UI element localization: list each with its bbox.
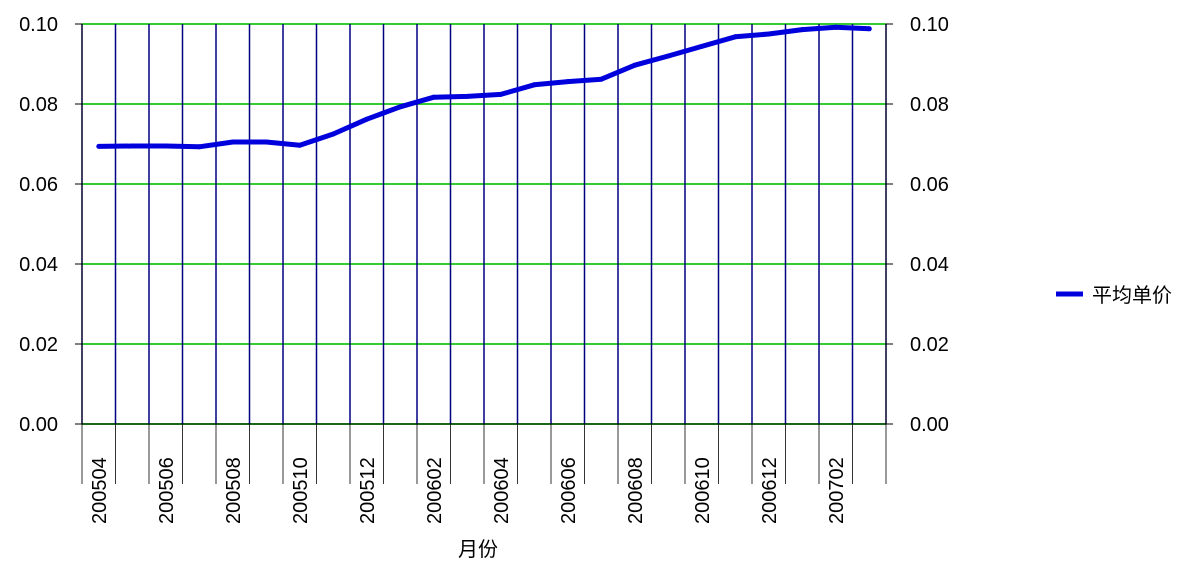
- data-point: [464, 93, 470, 99]
- left-y-tick-labels: 0.00 0.02 0.04 0.06 0.08 0.10: [19, 14, 58, 436]
- legend-label-average-price: 平均单价: [1092, 284, 1172, 307]
- x-tick-label: 200612: [759, 457, 781, 524]
- y-tick-label-left: 0.06: [19, 174, 58, 196]
- vertical-gridlines: [81, 24, 887, 424]
- y-tick-label-left: 0.00: [19, 414, 58, 436]
- data-point: [699, 43, 705, 49]
- data-point: [531, 82, 537, 88]
- x-tick-label: 200610: [692, 457, 714, 524]
- data-point: [129, 143, 135, 149]
- right-y-tick-labels: 0.00 0.02 0.04 0.06 0.08 0.10: [910, 14, 949, 436]
- data-point: [498, 91, 504, 97]
- data-point: [364, 116, 370, 122]
- series-line-average-price: [98, 24, 870, 150]
- data-point: [866, 26, 872, 32]
- x-tick-label: 200512: [357, 457, 379, 524]
- x-tick-label: 200506: [156, 457, 178, 524]
- axes: [75, 23, 893, 484]
- data-point: [163, 143, 169, 149]
- data-point: [431, 94, 437, 100]
- data-point: [665, 53, 671, 59]
- x-tick-label: 200504: [89, 457, 111, 524]
- y-tick-label-left: 0.02: [19, 334, 58, 356]
- y-tick-label-right: 0.02: [910, 334, 949, 356]
- data-point: [297, 142, 303, 148]
- data-point: [263, 139, 269, 145]
- data-point: [632, 62, 638, 68]
- x-tick-label: 200508: [223, 457, 245, 524]
- y-tick-label-left: 0.10: [19, 14, 58, 36]
- y-tick-label-right: 0.06: [910, 174, 949, 196]
- y-tick-label-right: 0.10: [910, 14, 949, 36]
- y-tick-label-right: 0.04: [910, 254, 949, 276]
- data-point: [230, 139, 236, 145]
- data-point: [96, 143, 102, 149]
- data-point: [598, 76, 604, 82]
- data-point: [196, 144, 202, 150]
- data-point: [833, 24, 839, 30]
- x-tick-label: 200602: [424, 457, 446, 524]
- x-tick-label: 200606: [558, 457, 580, 524]
- data-point: [397, 104, 403, 110]
- y-tick-label-left: 0.08: [19, 94, 58, 116]
- data-point: [766, 31, 772, 37]
- y-tick-label-right: 0.00: [910, 414, 949, 436]
- x-tick-label: 200608: [625, 457, 647, 524]
- x-axis-label: 月份: [458, 538, 498, 561]
- x-tick-labels: 200504 200506 200508 200510 200512 200602 2006…: [89, 457, 848, 524]
- x-tick-label: 200510: [290, 457, 312, 524]
- data-point: [330, 131, 336, 137]
- y-tick-label-left: 0.04: [19, 254, 58, 276]
- x-tick-label: 200702: [826, 457, 848, 524]
- data-point: [565, 79, 571, 85]
- y-tick-label-right: 0.08: [910, 94, 949, 116]
- series-group: [96, 24, 872, 150]
- data-point: [732, 34, 738, 40]
- data-point: [799, 27, 805, 33]
- x-tick-label: 200604: [491, 457, 513, 524]
- legend: 平均单价: [1056, 284, 1172, 307]
